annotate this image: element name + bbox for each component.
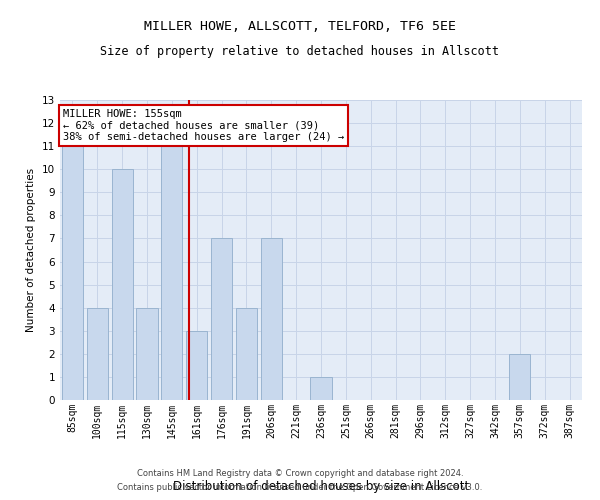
Text: Size of property relative to detached houses in Allscott: Size of property relative to detached ho… xyxy=(101,45,499,58)
Y-axis label: Number of detached properties: Number of detached properties xyxy=(26,168,37,332)
Bar xyxy=(87,308,108,400)
Bar xyxy=(62,146,83,400)
Bar xyxy=(112,169,133,400)
Text: Contains public sector information licensed under the Open Government Licence v3: Contains public sector information licen… xyxy=(118,484,482,492)
Bar xyxy=(161,146,182,400)
Text: Contains HM Land Registry data © Crown copyright and database right 2024.: Contains HM Land Registry data © Crown c… xyxy=(137,468,463,477)
Text: MILLER HOWE: 155sqm
← 62% of detached houses are smaller (39)
38% of semi-detach: MILLER HOWE: 155sqm ← 62% of detached ho… xyxy=(62,109,344,142)
Bar xyxy=(186,331,207,400)
Bar xyxy=(310,377,332,400)
Bar xyxy=(136,308,158,400)
X-axis label: Distribution of detached houses by size in Allscott: Distribution of detached houses by size … xyxy=(173,480,469,492)
Bar xyxy=(211,238,232,400)
Bar xyxy=(236,308,257,400)
Bar xyxy=(509,354,530,400)
Bar xyxy=(261,238,282,400)
Text: MILLER HOWE, ALLSCOTT, TELFORD, TF6 5EE: MILLER HOWE, ALLSCOTT, TELFORD, TF6 5EE xyxy=(144,20,456,33)
